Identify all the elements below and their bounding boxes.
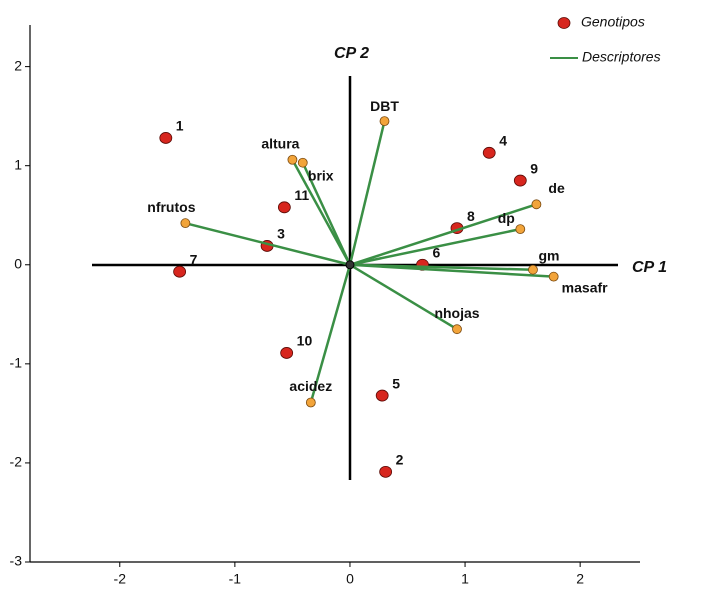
point <box>513 174 527 187</box>
y-tick-label: -2 <box>10 454 23 470</box>
vector-label: dp <box>498 210 515 226</box>
vector-end <box>287 154 298 165</box>
x-axis-title: CP 1 <box>632 259 667 276</box>
point <box>379 465 393 478</box>
vector-line <box>309 264 352 403</box>
point-label: 7 <box>190 251 198 267</box>
origin <box>345 260 355 270</box>
vector-line <box>301 162 352 266</box>
point-label: 11 <box>294 187 309 203</box>
point-label: 9 <box>530 160 538 176</box>
vector-label: brix <box>308 167 334 183</box>
vector-end <box>531 199 542 210</box>
point <box>280 347 294 359</box>
y-tick-label: 1 <box>14 156 22 172</box>
vector-line <box>291 159 352 266</box>
y-axis-title: CP 2 <box>334 45 369 62</box>
point <box>159 132 173 144</box>
x-tick-label: 2 <box>576 571 584 587</box>
legend-label: Genotipos <box>581 14 645 30</box>
vector-end <box>452 324 462 335</box>
vector-line <box>185 221 351 266</box>
point-label: 4 <box>499 133 507 149</box>
vector-end <box>548 271 559 282</box>
vector-end <box>515 224 526 234</box>
vector-end <box>528 264 538 275</box>
x-tick-label: -1 <box>229 571 242 587</box>
point <box>173 265 187 278</box>
point-label: 8 <box>467 208 475 224</box>
point-label: 5 <box>392 375 400 391</box>
vector-line <box>349 203 537 266</box>
vector-label: de <box>548 180 565 196</box>
point-label: 6 <box>432 244 440 260</box>
y-tick-label: -1 <box>10 355 23 371</box>
point <box>277 201 291 214</box>
vector-line <box>349 227 521 266</box>
point-label: 1 <box>176 118 184 134</box>
vector-label: gm <box>538 247 559 263</box>
vector-line <box>349 263 458 331</box>
vector-label: altura <box>261 135 299 151</box>
vector-label: masafr <box>562 279 608 295</box>
y-tick-label: 2 <box>14 57 22 73</box>
vector-label: acidez <box>289 378 332 394</box>
legend-swatch <box>557 17 571 29</box>
point-label: 3 <box>277 226 285 242</box>
vector-end <box>180 218 191 229</box>
vector-line <box>348 120 386 266</box>
legend-label: Descriptores <box>582 49 661 65</box>
y-tick-label: 0 <box>14 255 22 271</box>
point <box>482 146 496 159</box>
vector-end <box>297 157 308 168</box>
y-tick-label: -3 <box>10 553 23 569</box>
x-tick-label: 0 <box>346 571 354 587</box>
vector-line <box>349 263 554 278</box>
point-label: 10 <box>297 333 313 349</box>
vector-label: nfrutos <box>147 199 195 215</box>
point-label: 2 <box>396 452 404 468</box>
vector-label: DBT <box>370 98 399 114</box>
vector-end <box>305 397 316 408</box>
point <box>375 389 389 402</box>
vector-label: nhojas <box>434 305 479 321</box>
x-tick-label: 1 <box>461 571 469 587</box>
x-tick-label: -2 <box>114 571 127 587</box>
vector-end <box>379 116 390 127</box>
